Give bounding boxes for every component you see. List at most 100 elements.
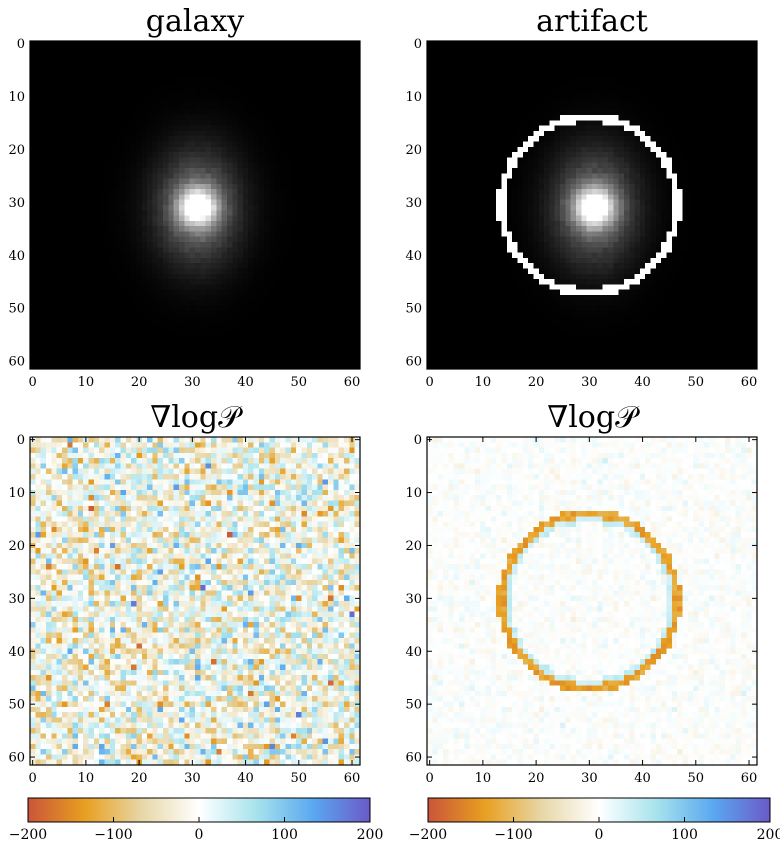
heatmap-cell (195, 120, 201, 127)
heatmap-cell (538, 51, 545, 58)
heatmap-cell (200, 46, 207, 53)
heatmap-cell (432, 120, 439, 127)
heatmap-cell (296, 353, 303, 360)
heatmap-cell (285, 104, 292, 111)
heatmap-cell (184, 56, 191, 63)
heatmap-cell (258, 316, 265, 322)
heatmap-cell (67, 210, 74, 217)
heatmap-cell (51, 125, 58, 132)
heatmap-cell (698, 99, 705, 106)
heatmap-cell (104, 321, 111, 328)
heatmap-cell (549, 56, 556, 63)
heatmap-cell (163, 141, 169, 148)
heatmap-cell (51, 358, 58, 365)
heatmap-cell (115, 252, 122, 259)
heatmap-cell (173, 337, 180, 344)
heatmap-cell (104, 284, 111, 291)
heatmap-cell (693, 78, 700, 84)
heatmap-cell (306, 263, 313, 270)
heatmap-cell (586, 115, 593, 121)
heatmap-cell (189, 72, 196, 79)
y-tick-label: 10 (8, 90, 25, 105)
heatmap-cell (157, 72, 164, 79)
heatmap-cell (61, 56, 68, 63)
heatmap-cell (253, 252, 260, 259)
heatmap-cell (661, 88, 668, 95)
heatmap-cell (290, 321, 297, 328)
heatmap-cell (490, 120, 497, 127)
heatmap-cell (242, 231, 249, 238)
heatmap-cell (99, 236, 106, 243)
heatmap-cell (427, 109, 433, 116)
heatmap-cell (703, 115, 710, 121)
heatmap-cell (205, 104, 212, 111)
heatmap-cell (88, 342, 95, 349)
heatmap-cell (221, 141, 228, 148)
heatmap-cell (237, 125, 244, 132)
heatmap-cell (338, 300, 345, 307)
heatmap-cell (205, 120, 212, 127)
heatmap-cell (61, 236, 68, 243)
heatmap-cell (290, 231, 297, 238)
heatmap-cell (349, 321, 356, 328)
heatmap-cell (354, 279, 361, 285)
heatmap-cell (248, 220, 255, 227)
heatmap-cell (83, 146, 90, 153)
heatmap-cell (56, 205, 63, 211)
heatmap-cell (120, 300, 127, 307)
heatmap-cell (237, 279, 244, 285)
heatmap-cell (349, 316, 356, 322)
heatmap-cell (322, 141, 329, 148)
heatmap-cell (131, 305, 138, 312)
heatmap-cell (40, 141, 47, 148)
heatmap-cell (301, 56, 308, 63)
heatmap-cell (56, 247, 63, 254)
heatmap-cell (195, 199, 201, 206)
heatmap-cell (544, 67, 551, 74)
heatmap-cell (296, 78, 303, 84)
heatmap-cell (322, 284, 329, 291)
heatmap-cell (51, 93, 58, 100)
heatmap-cell (131, 242, 138, 248)
heatmap-cell (248, 157, 255, 164)
heatmap-cell (554, 120, 561, 127)
heatmap-cell (474, 115, 481, 121)
heatmap-cell (645, 104, 652, 111)
heatmap-cell (306, 62, 313, 69)
heatmap-cell (221, 337, 228, 344)
heatmap-cell (317, 120, 324, 127)
heatmap-cell (83, 183, 90, 190)
heatmap-cell (280, 231, 287, 238)
heatmap-cell (242, 167, 249, 174)
heatmap-cell (629, 93, 636, 100)
heatmap-cell (88, 183, 95, 190)
heatmap-cell (301, 146, 308, 153)
heatmap-cell (301, 99, 308, 106)
heatmap-cell (264, 257, 271, 264)
heatmap-cell (269, 167, 276, 174)
heatmap-cell (184, 41, 191, 47)
heatmap-cell (501, 46, 508, 53)
heatmap-cell (317, 226, 324, 233)
heatmap-cell (104, 99, 111, 106)
heatmap-cell (269, 331, 276, 338)
heatmap-cell (147, 242, 154, 248)
heatmap-cell (349, 62, 356, 69)
heatmap-cell (152, 321, 159, 328)
heatmap-cell (442, 115, 449, 121)
heatmap-cell (677, 125, 684, 132)
heatmap-cell (136, 130, 143, 137)
heatmap-cell (698, 41, 705, 47)
heatmap-cell (45, 109, 52, 116)
heatmap-cell (607, 120, 614, 127)
heatmap-cell (242, 210, 249, 217)
heatmap-cell (354, 56, 361, 63)
heatmap-cell (592, 104, 598, 111)
heatmap-cell (306, 321, 313, 328)
heatmap-cell (280, 78, 287, 84)
heatmap-cell (242, 88, 249, 95)
heatmap-cell (312, 173, 319, 180)
heatmap-cell (301, 242, 308, 248)
heatmap-cell (629, 88, 636, 95)
heatmap-cell (88, 189, 95, 196)
